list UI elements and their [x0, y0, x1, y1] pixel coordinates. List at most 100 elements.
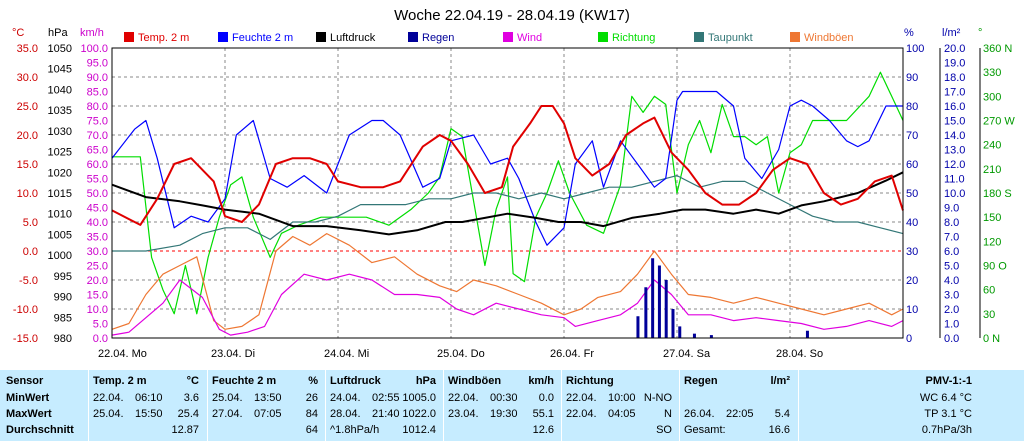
- rain-bar: [709, 335, 713, 338]
- rain-tick-label: 7.0: [944, 232, 959, 244]
- chart-axes: 22.04. Mo 23.04. Di 24.04. Mi 25.04. Do 26.0…: [13, 43, 1015, 360]
- wind-tick-label: 30.0: [87, 246, 108, 258]
- cell-time: 06:10: [135, 392, 163, 404]
- pmv-line-1: WC 6.4 °C: [919, 392, 972, 404]
- legend-swatch: [316, 32, 326, 42]
- cell-date: 22.04.: [448, 392, 479, 404]
- direction-tick-label: 270 W: [983, 116, 1015, 128]
- direction-tick-label: 360 N: [983, 43, 1012, 55]
- column-separator: [798, 370, 799, 441]
- humidity-tick-label: 30: [906, 246, 918, 258]
- cell-value: 64: [305, 424, 318, 436]
- series-line-taupunkt: [112, 175, 904, 252]
- row-label-max: MaxWert: [6, 408, 52, 420]
- pressure-tick-label: 1040: [48, 84, 72, 96]
- unit-label-humidity: %: [904, 27, 914, 39]
- series-line-wind: [111, 273, 904, 336]
- pressure-tick-label: 985: [54, 312, 72, 324]
- direction-tick-label: 300: [983, 91, 1001, 103]
- temp-tick-label: 20.0: [17, 130, 38, 142]
- unit-label-pressure: hPa: [48, 27, 68, 39]
- rain-bar: [664, 280, 668, 338]
- series-line-luftdruck: [111, 171, 904, 236]
- temp-tick-label: -5.0: [19, 275, 38, 287]
- cell-value: 25.4: [177, 408, 199, 420]
- cell-value: N-NO: [643, 392, 672, 404]
- pressure-tick-label: 1005: [48, 229, 72, 241]
- direction-tick-label: 120: [983, 236, 1001, 248]
- temp-tick-label: 30.0: [17, 72, 38, 84]
- cell-date: ^1.8hPa/h: [330, 424, 380, 436]
- cell-value: N: [664, 408, 672, 420]
- rain-tick-label: 1.0: [944, 319, 959, 331]
- unit-label-direction: °: [978, 27, 982, 39]
- direction-tick-label: 240: [983, 140, 1001, 152]
- direction-tick-label: 0 N: [983, 333, 1000, 345]
- rain-tick-label: 13.0: [944, 145, 965, 157]
- pressure-tick-label: 1020: [48, 167, 72, 179]
- humidity-tick-label: 20: [906, 275, 918, 287]
- humidity-tick-label: 0: [906, 333, 912, 345]
- wind-tick-label: 45.0: [87, 203, 108, 215]
- wind-tick-label: 70.0: [87, 130, 108, 142]
- rain-bar: [678, 326, 682, 338]
- temp-tick-label: 0.0: [23, 246, 38, 258]
- pressure-tick-label: 1010: [48, 209, 72, 221]
- cell-value: 55.1: [532, 408, 554, 420]
- unit-label-rain: l/m²: [942, 27, 961, 39]
- cell-value: 3.6: [183, 392, 199, 404]
- humidity-tick-label: 80: [906, 101, 918, 113]
- cell-value: 12.6: [532, 424, 554, 436]
- legend-swatch: [408, 32, 418, 42]
- humidity-tick-label: 50: [906, 188, 918, 200]
- cell-date: 24.04.: [330, 392, 361, 404]
- rain-bar: [805, 330, 809, 338]
- rain-tick-label: 0.0: [944, 333, 959, 345]
- cell-value: 16.6: [768, 424, 790, 436]
- series-line-windb-en: [111, 233, 904, 330]
- cell-date: 26.04.: [684, 408, 715, 420]
- direction-tick-label: 330: [983, 67, 1001, 79]
- rain-bar: [651, 258, 655, 338]
- rain-tick-label: 17.0: [944, 87, 965, 99]
- temp-tick-label: -10.0: [13, 304, 38, 316]
- direction-tick-label: 30: [983, 309, 995, 321]
- axis-unit-labels: °C hPa km/h% l/m² °: [12, 27, 982, 39]
- cell-time: 10:00: [608, 392, 636, 404]
- temp-tick-label: 5.0: [23, 217, 38, 229]
- pressure-tick-label: 1025: [48, 147, 72, 159]
- x-tick-label: 23.04. Di: [211, 348, 255, 360]
- wind-tick-label: 90.0: [87, 72, 108, 84]
- wind-tick-label: 95.0: [87, 58, 108, 70]
- legend-swatch: [694, 32, 704, 42]
- legend-label: Wind: [517, 32, 542, 44]
- pmv-title: PMV-1:-1: [925, 375, 972, 387]
- pressure-tick-label: 980: [54, 333, 72, 345]
- series-line-richtung: [112, 71, 904, 315]
- cell-time: 07:05: [254, 408, 282, 420]
- cell-time: 15:50: [135, 408, 163, 420]
- rain-tick-label: 12.0: [944, 159, 965, 171]
- x-tick-label: 22.04. Mo: [98, 348, 147, 360]
- humidity-tick-label: 60: [906, 159, 918, 171]
- direction-tick-label: 180 S: [983, 188, 1012, 200]
- block-unit: %: [308, 375, 318, 387]
- rain-bar: [644, 287, 648, 338]
- block-title: Feuchte 2 m: [212, 375, 277, 387]
- temp-tick-label: -15.0: [13, 333, 38, 345]
- x-tick-label: 26.04. Fr: [550, 348, 594, 360]
- cell-value: 26: [305, 392, 318, 404]
- legend-label: Regen: [422, 32, 454, 44]
- block-title: Richtung: [566, 375, 614, 387]
- chart-series: [111, 71, 904, 338]
- wind-tick-label: 25.0: [87, 261, 108, 273]
- rain-bar: [671, 309, 675, 338]
- wind-tick-label: 5.0: [93, 319, 108, 331]
- legend-swatch: [598, 32, 608, 42]
- column-separator: [679, 370, 680, 441]
- wind-tick-label: 10.0: [87, 304, 108, 316]
- wind-tick-label: 60.0: [87, 159, 108, 171]
- column-separator: [561, 370, 562, 441]
- wind-tick-label: 55.0: [87, 174, 108, 186]
- pressure-tick-label: 995: [54, 271, 72, 283]
